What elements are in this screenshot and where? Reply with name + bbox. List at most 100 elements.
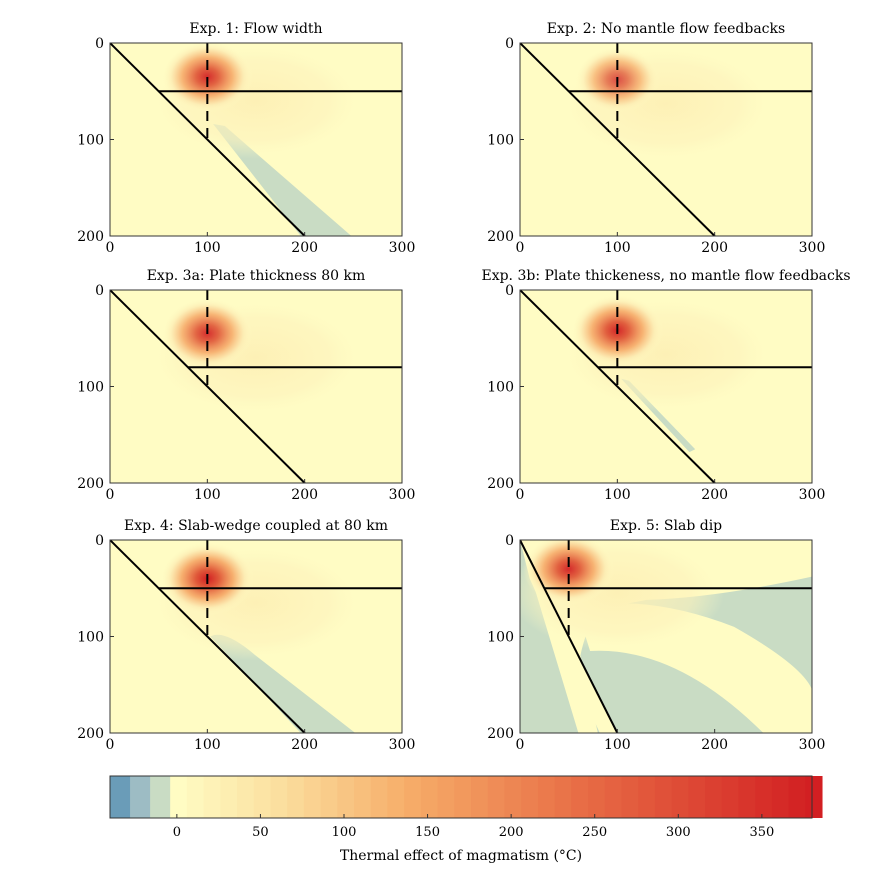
colorbar-cell [738, 776, 756, 818]
colorbar-tick-label: 100 [332, 825, 357, 840]
colorbar-cell [454, 776, 472, 818]
panel-title: Exp. 1: Flow width [189, 21, 322, 37]
colorbar-cell [588, 776, 606, 818]
colorbar-cell [654, 776, 673, 818]
colorbar-cell [805, 776, 823, 818]
colorbar-cell [471, 776, 489, 818]
colorbar-cell [571, 776, 589, 818]
colorbar-cell [270, 776, 288, 818]
x-tick-label: 100 [604, 240, 631, 256]
x-tick-label: 300 [799, 737, 826, 753]
x-tick-label: 0 [106, 737, 115, 753]
colorbar-cell [220, 776, 238, 818]
y-tick-label: 100 [487, 630, 514, 646]
colorbar-cell [487, 776, 505, 818]
colorbar-tick-label: 300 [666, 825, 691, 840]
y-tick-label: 0 [95, 283, 104, 299]
y-tick-label: 100 [487, 133, 514, 149]
y-tick-label: 200 [487, 726, 514, 742]
panel-6: Exp. 5: Slab dip 0 100 200 300 0 100 200 [487, 518, 825, 753]
colorbar-tick-label: 200 [499, 825, 524, 840]
colorbar-cell [638, 776, 656, 818]
colorbar-tick-label: 50 [252, 825, 269, 840]
x-tick-label: 200 [701, 487, 728, 503]
colorbar-cell [755, 776, 773, 818]
x-tick-label: 0 [516, 487, 525, 503]
colorbar-cell [604, 776, 622, 818]
y-tick-label: 100 [77, 133, 104, 149]
slab-line [110, 540, 306, 733]
colorbar-cell [771, 776, 790, 818]
colorbar-cell [420, 776, 439, 818]
panel-5: Exp. 4: Slab-wedge coupled at 80 km 0 100 2… [77, 518, 415, 753]
slab-line [520, 540, 619, 733]
colorbar-tick-label: 350 [749, 825, 774, 840]
x-tick-label: 300 [799, 487, 826, 503]
colorbar-cell [130, 776, 151, 818]
slab-line [520, 290, 716, 483]
colorbar-cell [688, 776, 706, 818]
x-tick-label: 200 [291, 487, 318, 503]
colorbar-cell [320, 776, 338, 818]
y-tick-label: 0 [505, 283, 514, 299]
x-tick-label: 0 [106, 240, 115, 256]
x-tick-label: 100 [604, 737, 631, 753]
y-tick-label: 0 [505, 36, 514, 52]
colorbar-cell [554, 776, 572, 818]
slab-line [110, 290, 306, 483]
colorbar-cell [370, 776, 388, 818]
colorbar-cell [303, 776, 322, 818]
colorbar-cell [387, 776, 405, 818]
x-tick-label: 100 [194, 240, 221, 256]
y-tick-label: 100 [77, 380, 104, 396]
x-tick-label: 100 [194, 487, 221, 503]
x-tick-label: 200 [291, 240, 318, 256]
panel-title: Exp. 5: Slab dip [610, 518, 722, 534]
colorbar-cell [337, 776, 355, 818]
x-tick-label: 200 [701, 737, 728, 753]
colorbar-label: Thermal effect of magmatism (°C) [340, 848, 582, 864]
colorbar-cell [150, 776, 171, 818]
colorbar-cell [253, 776, 271, 818]
colorbar-tick-label: 250 [582, 825, 607, 840]
x-tick-label: 200 [291, 737, 318, 753]
colorbar-cell [170, 776, 188, 818]
colorbar-cell [404, 776, 422, 818]
panel-2: Exp. 2: No mantle flow feedbacks 0 100 200 3… [487, 21, 825, 256]
y-tick-label: 100 [487, 380, 514, 396]
x-tick-label: 300 [389, 240, 416, 256]
panel-title: Exp. 4: Slab-wedge coupled at 80 km [124, 518, 388, 534]
colorbar-cell [721, 776, 739, 818]
y-tick-label: 200 [487, 229, 514, 245]
colorbar-cell [437, 776, 455, 818]
panel-title: Exp. 2: No mantle flow feedbacks [547, 21, 785, 37]
y-tick-label: 0 [505, 533, 514, 549]
colorbar: 0 50 100 150 200 250 300 350 Thermal effect of … [109, 775, 823, 864]
colorbar-cell [287, 776, 305, 818]
colorbar-cell [504, 776, 522, 818]
colorbar-cell [537, 776, 556, 818]
panel-title: Exp. 3a: Plate thickness 80 km [147, 268, 366, 284]
y-tick-label: 200 [77, 726, 104, 742]
slab-line [110, 43, 306, 236]
colorbar-cell [237, 776, 255, 818]
y-tick-label: 200 [487, 476, 514, 492]
colorbar-cell [354, 776, 372, 818]
panel-1: Exp. 1: Flow width 0 100 200 300 0 100 200 [77, 21, 415, 256]
colorbar-cell [671, 776, 689, 818]
y-tick-label: 0 [95, 533, 104, 549]
colorbar-frame [109, 775, 813, 819]
x-tick-label: 0 [106, 487, 115, 503]
slab-line [520, 43, 716, 236]
x-tick-label: 0 [516, 240, 525, 256]
panel-4: Exp. 3b: Plate thickeness, no mantle flo… [481, 268, 850, 503]
y-tick-label: 200 [77, 229, 104, 245]
x-tick-label: 200 [701, 240, 728, 256]
x-tick-label: 0 [516, 737, 525, 753]
colorbar-cell [621, 776, 639, 818]
colorbar-cell [186, 776, 205, 818]
colorbar-cell [110, 776, 131, 818]
colorbar-cell [521, 776, 539, 818]
x-tick-label: 300 [799, 240, 826, 256]
